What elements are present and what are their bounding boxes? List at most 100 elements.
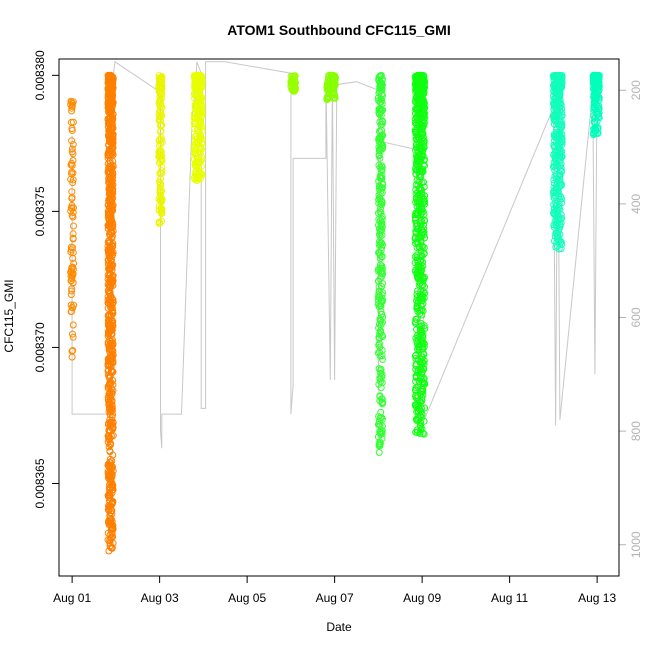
data-point — [196, 134, 204, 142]
data-point — [590, 130, 598, 138]
data-point — [376, 85, 384, 93]
data-point — [68, 104, 76, 112]
data-point — [105, 107, 113, 115]
plot-frame — [58, 58, 620, 577]
data-point — [376, 329, 384, 336]
x-tick-label: Aug 03 — [141, 591, 179, 605]
data-point — [106, 416, 114, 424]
data-point — [107, 502, 115, 510]
data-point — [414, 392, 422, 400]
data-point — [412, 79, 420, 87]
data-point — [378, 189, 386, 197]
data-point — [288, 75, 296, 83]
data-point — [377, 408, 385, 416]
data-point — [420, 142, 428, 150]
data-point — [417, 426, 425, 434]
data-point — [331, 91, 339, 99]
data-point — [412, 105, 420, 112]
data-point — [418, 410, 426, 418]
data-point — [197, 107, 205, 114]
data-point — [108, 234, 116, 242]
data-point — [108, 326, 116, 334]
data-cluster — [411, 71, 429, 438]
data-point — [417, 326, 425, 334]
data-point — [376, 442, 384, 450]
data-point — [414, 94, 422, 102]
data-point — [155, 153, 163, 161]
data-point — [198, 94, 206, 102]
data-point — [193, 154, 201, 162]
data-point — [557, 100, 565, 108]
data-point — [551, 156, 559, 164]
data-point — [191, 80, 199, 88]
data-point — [375, 303, 383, 311]
data-point — [67, 291, 75, 299]
data-point — [555, 245, 563, 253]
data-point — [555, 193, 563, 200]
data-point — [375, 76, 383, 84]
data-point — [107, 419, 115, 427]
data-point — [419, 110, 427, 118]
data-point — [379, 92, 386, 100]
y2-tick-label: 600 — [629, 307, 643, 327]
data-point — [412, 186, 420, 194]
data-point — [417, 157, 425, 165]
data-point — [106, 110, 114, 118]
data-point — [418, 297, 426, 305]
data-point — [417, 124, 425, 132]
data-point — [420, 195, 428, 203]
data-point — [378, 215, 386, 223]
data-point — [376, 154, 384, 162]
data-point — [106, 379, 114, 387]
data-point — [419, 161, 427, 169]
data-point — [554, 219, 562, 227]
data-point — [412, 214, 420, 222]
data-point — [107, 509, 115, 517]
data-point — [69, 235, 77, 243]
data-point — [378, 253, 386, 261]
data-point — [378, 399, 386, 407]
data-point — [105, 419, 113, 427]
y-axis-right: 200 400 600 800 1000 — [618, 80, 643, 558]
data-point — [191, 103, 199, 111]
data-point — [68, 148, 76, 156]
data-point — [69, 330, 76, 338]
data-point — [109, 77, 117, 85]
data-point — [376, 134, 384, 142]
data-point — [106, 203, 113, 211]
data-point — [377, 369, 385, 377]
data-point — [106, 448, 114, 456]
data-point — [412, 351, 420, 359]
data-point — [417, 330, 425, 338]
data-point — [197, 73, 205, 81]
data-point — [419, 152, 427, 159]
data-cluster — [589, 71, 603, 139]
data-point — [376, 302, 384, 310]
data-point — [376, 393, 384, 400]
data-point — [107, 255, 115, 263]
data-point — [550, 210, 558, 218]
data-point — [378, 84, 386, 92]
data-point — [155, 219, 163, 227]
data-point — [69, 279, 77, 287]
data-point — [194, 175, 202, 183]
x-tick-label: Aug 05 — [228, 591, 266, 605]
data-point — [417, 419, 425, 427]
data-point — [196, 116, 204, 124]
data-point — [416, 341, 423, 349]
x-tick-label: Aug 07 — [316, 591, 354, 605]
x-tick-label: Aug 11 — [491, 591, 528, 605]
data-point — [69, 179, 77, 187]
data-point — [105, 272, 113, 280]
data-point — [106, 254, 114, 262]
data-point — [412, 318, 419, 326]
data-point — [156, 178, 163, 186]
data-point — [594, 130, 602, 137]
data-point — [420, 137, 428, 145]
data-point — [421, 289, 429, 297]
data-point — [375, 249, 383, 257]
data-point — [106, 389, 114, 397]
data-point — [550, 192, 558, 200]
data-cluster — [67, 97, 78, 361]
